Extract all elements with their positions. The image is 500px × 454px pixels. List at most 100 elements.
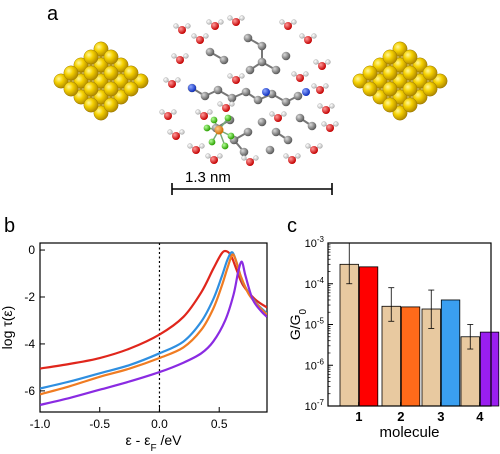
- hydrogen-atom: [171, 53, 177, 59]
- gold-atom: [362, 65, 378, 81]
- x-tick-label: 2: [397, 409, 404, 424]
- y-tick-label: 10-4: [305, 276, 325, 291]
- gold-atom: [352, 73, 368, 89]
- carbon-atom: [257, 117, 267, 127]
- y-tick-label: -2: [24, 290, 35, 304]
- x-tick-label: 0.5: [211, 417, 228, 431]
- carbon-atom: [271, 65, 281, 75]
- nitrogen-atom: [188, 84, 196, 92]
- gold-atom: [392, 89, 408, 105]
- panel-a: a 1.3 nm: [47, 3, 448, 195]
- hydrogen-atom: [187, 143, 193, 149]
- gold-electrode-right: [352, 41, 448, 121]
- oxygen-atom: [326, 124, 334, 132]
- carbon-atom: [307, 121, 317, 131]
- hydrogen-atom: [183, 53, 189, 59]
- carbon-atom: [295, 113, 305, 123]
- gold-atom: [392, 41, 408, 57]
- oxygen-atom: [200, 112, 208, 120]
- gold-atom: [93, 41, 109, 57]
- y-tick-label: 10-3: [305, 235, 325, 250]
- y-tick-label: 10-6: [305, 357, 325, 372]
- molecule-structure: [159, 15, 339, 166]
- y-tick-label: -4: [24, 337, 35, 351]
- gold-atom: [422, 65, 438, 81]
- gold-atom: [422, 81, 438, 97]
- hydrogen-atom: [191, 33, 197, 39]
- gold-atom: [133, 73, 149, 89]
- nitrogen-atom: [302, 88, 310, 96]
- gold-atom: [113, 89, 129, 105]
- gold-atom: [113, 73, 129, 89]
- hydrogen-atom: [173, 23, 179, 29]
- gold-atom: [53, 73, 69, 89]
- hydrogen-atom: [229, 101, 235, 107]
- x-tick-label: 3: [437, 409, 444, 424]
- series-line: [40, 260, 267, 407]
- x-axis-label: ε - εF /eV: [126, 432, 183, 454]
- series-line: [40, 249, 267, 370]
- gold-atom: [103, 81, 119, 97]
- oxygen-atom: [304, 36, 312, 44]
- gold-atom: [93, 73, 109, 89]
- hydrogen-atom: [206, 19, 212, 25]
- gold-atom: [83, 97, 99, 113]
- x-tick-label: -1.0: [30, 417, 51, 431]
- oxygen-atom: [274, 114, 282, 122]
- phosphorus-atom: [214, 125, 224, 135]
- carbon-atom: [213, 85, 223, 95]
- series-line: [40, 251, 267, 390]
- hydrogen-atom: [217, 153, 223, 159]
- hydrogen-atom: [269, 111, 275, 117]
- y-axis-label: log τ(ε): [0, 306, 15, 350]
- hydrogen-atom: [227, 15, 233, 21]
- gold-atom: [113, 57, 129, 73]
- gold-atom: [372, 89, 388, 105]
- gold-atom: [382, 65, 398, 81]
- oxygen-atom: [322, 106, 330, 114]
- y-tick-label: -6: [24, 384, 35, 398]
- carbon-atom: [227, 93, 237, 103]
- gold-atom: [402, 97, 418, 113]
- fluorine-atom: [208, 138, 216, 146]
- hydrogen-atom: [281, 111, 287, 117]
- panel-c: c 10-3 10-4 10-5 10-6 10-7 1 2 3 4 molecule G/G0: [287, 215, 500, 441]
- hydrogen-atom: [179, 129, 185, 135]
- bar-experiment: [339, 263, 359, 407]
- hydrogen-atom: [291, 19, 297, 25]
- oxygen-atom: [246, 158, 254, 166]
- gold-atom: [402, 49, 418, 65]
- carbon-atom: [239, 147, 249, 157]
- carbon-atom: [253, 95, 263, 105]
- oxygen-atom: [210, 156, 218, 164]
- hydrogen-atom: [239, 73, 245, 79]
- gold-atom: [73, 73, 89, 89]
- hydrogen-atom: [163, 77, 169, 83]
- carbon-atom: [245, 65, 255, 75]
- oxygen-atom: [168, 80, 176, 88]
- oxygen-atom: [176, 56, 184, 64]
- gold-atom: [93, 57, 109, 73]
- fluorine-atom: [210, 116, 218, 124]
- gold-atom: [103, 97, 119, 113]
- gold-atom: [123, 65, 139, 81]
- gold-atom: [103, 49, 119, 65]
- scale-bar-label: 1.3 nm: [185, 169, 231, 186]
- gold-atom: [73, 89, 89, 105]
- hydrogen-atom: [199, 143, 205, 149]
- gold-atom: [83, 49, 99, 65]
- x-tick-label: -0.5: [89, 417, 110, 431]
- gold-atom: [402, 65, 418, 81]
- carbon-atom: [293, 91, 303, 101]
- oxygen-atom: [284, 22, 292, 30]
- oxygen-atom: [196, 36, 204, 44]
- hydrogen-atom: [239, 15, 245, 21]
- oxygen-atom: [232, 18, 240, 26]
- carbon-atom: [243, 33, 253, 43]
- gold-atom: [372, 73, 388, 89]
- fluorine-atom: [203, 124, 211, 132]
- x-axis-label: molecule: [379, 424, 439, 441]
- panel-b: b -1.0 -0.5 0.0 0.5 0 -2 -4 -6 ε - εF /eV log τ(ε…: [0, 215, 268, 454]
- hydrogen-atom: [159, 109, 165, 115]
